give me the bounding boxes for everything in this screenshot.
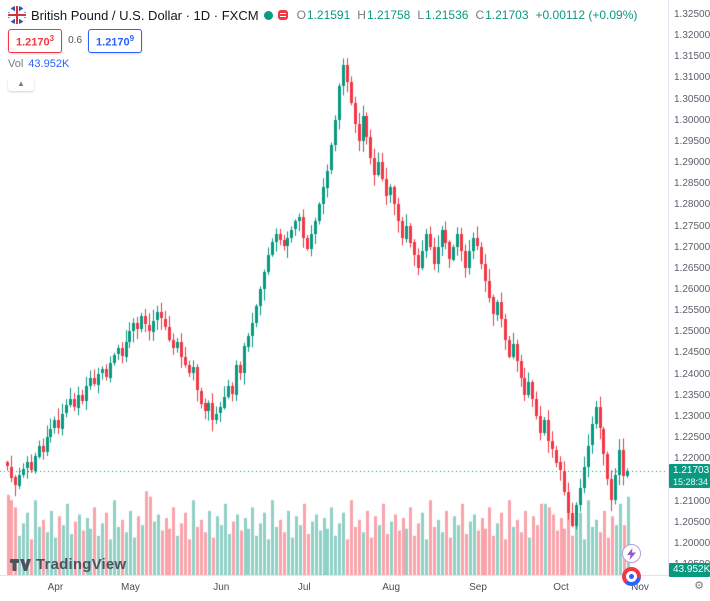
month-tick-label: Jun <box>213 582 230 593</box>
price-tick-label: 1.26000 <box>674 284 710 295</box>
price-tick-label: 1.23000 <box>674 410 710 422</box>
close-value: 1.21703 <box>485 8 529 22</box>
volume-axis-tag: 43.952K <box>669 563 710 577</box>
tradingview-wordmark: TradingView <box>36 556 127 573</box>
close-label: C <box>475 8 485 22</box>
current-price-tag: 1.21703 15:28:34 <box>669 463 710 488</box>
price-tick-label: 1.30000 <box>674 114 710 126</box>
lightning-bolt-icon <box>627 547 636 560</box>
month-tick-label: Jul <box>297 582 311 593</box>
price-tick-label: 1.30500 <box>674 93 710 105</box>
axis-settings-gear-icon[interactable]: ⚙ <box>694 580 704 592</box>
symbol-title[interactable]: British Pound / U.S. Dollar · 1D · FXCM <box>31 7 259 23</box>
current-price-value: 1.21703 <box>673 464 710 476</box>
candlestick-chart-canvas[interactable] <box>0 0 668 575</box>
price-tick-label: 1.26500 <box>674 262 710 274</box>
list-icon[interactable] <box>277 10 288 20</box>
month-tick-label: Oct <box>553 582 569 593</box>
chart-legend: British Pound / U.S. Dollar · 1D · FXCM … <box>8 5 637 91</box>
sell-price-button[interactable]: 1.21703 <box>8 29 63 53</box>
high-label: H <box>357 8 366 22</box>
price-tick-label: 1.20000 <box>674 537 710 549</box>
price-tick-label: 1.31000 <box>674 72 710 84</box>
price-tick-label: 1.21000 <box>674 495 710 507</box>
price-tick-label: 1.23500 <box>674 389 710 401</box>
price-tick-label: 1.31500 <box>674 51 710 63</box>
tradingview-mark-icon <box>10 558 31 571</box>
change-value: +0.00112 (+0.09%) <box>535 8 638 22</box>
price-tick-label: 1.29000 <box>674 157 710 169</box>
volume-label: Vol <box>8 57 24 70</box>
spread-value: 0.6 <box>68 35 83 47</box>
time-axis[interactable]: ⚙ Apr May Jun Jul Aug Sep Oct Nov <box>0 575 710 601</box>
low-value: 1.21536 <box>425 8 469 22</box>
gbp-flag-icon <box>8 6 26 24</box>
open-label: O <box>296 8 306 22</box>
open-value: 1.21591 <box>306 8 351 22</box>
volume-row: Vol 43.952K <box>8 58 637 70</box>
price-tick-label: 1.24000 <box>674 368 710 380</box>
ohlc-values: O1.21591 H1.21758 L1.21536 C1.21703 +0.0… <box>297 8 638 22</box>
symbol-row: British Pound / U.S. Dollar · 1D · FXCM … <box>8 5 637 25</box>
price-tick-label: 1.28000 <box>674 199 710 211</box>
price-tick-label: 1.27500 <box>674 220 710 232</box>
price-tick-label: 1.22000 <box>674 453 710 465</box>
price-tick-label: 1.20500 <box>674 516 710 528</box>
collapse-legend-button[interactable]: ▲ <box>8 76 34 91</box>
price-tick-label: 1.24500 <box>674 347 710 359</box>
buy-price-button[interactable]: 1.21709 <box>88 29 143 53</box>
tradingview-logo[interactable]: TradingView <box>10 556 126 573</box>
price-tick-label: 1.32000 <box>674 30 710 42</box>
month-tick-label: Aug <box>382 582 401 593</box>
price-tick-label: 1.29500 <box>674 135 710 147</box>
price-tick-label: 1.28500 <box>674 178 710 190</box>
price-tick-label: 1.25500 <box>674 305 710 317</box>
widget-ball-button[interactable] <box>622 567 641 586</box>
price-tick-label: 1.32500 <box>674 9 710 20</box>
chevron-up-icon: ▲ <box>17 79 25 89</box>
source-dot-icon[interactable] <box>263 10 273 20</box>
price-tick-label: 1.27000 <box>674 241 710 253</box>
month-tick-label: May <box>120 582 140 593</box>
floating-buttons <box>622 544 641 586</box>
month-tick-label: Nov <box>631 582 649 593</box>
bar-countdown: 15:28:34 <box>673 476 709 487</box>
low-label: L <box>417 8 425 22</box>
month-tick-label: Apr <box>47 582 64 593</box>
price-axis[interactable]: 1.32500 1.32000 1.31500 1.31000 1.30500 1.300… <box>668 0 710 575</box>
high-value: 1.21758 <box>366 8 411 22</box>
month-tick-label: Sep <box>469 582 487 593</box>
lightning-alert-button[interactable] <box>622 544 641 563</box>
quote-row: 1.21703 0.6 1.21709 <box>8 29 637 53</box>
price-tick-label: 1.22500 <box>674 432 710 444</box>
price-tick-label: 1.25000 <box>674 326 710 338</box>
widget-ball-center-icon <box>629 574 634 579</box>
volume-value: 43.952K <box>28 57 70 70</box>
